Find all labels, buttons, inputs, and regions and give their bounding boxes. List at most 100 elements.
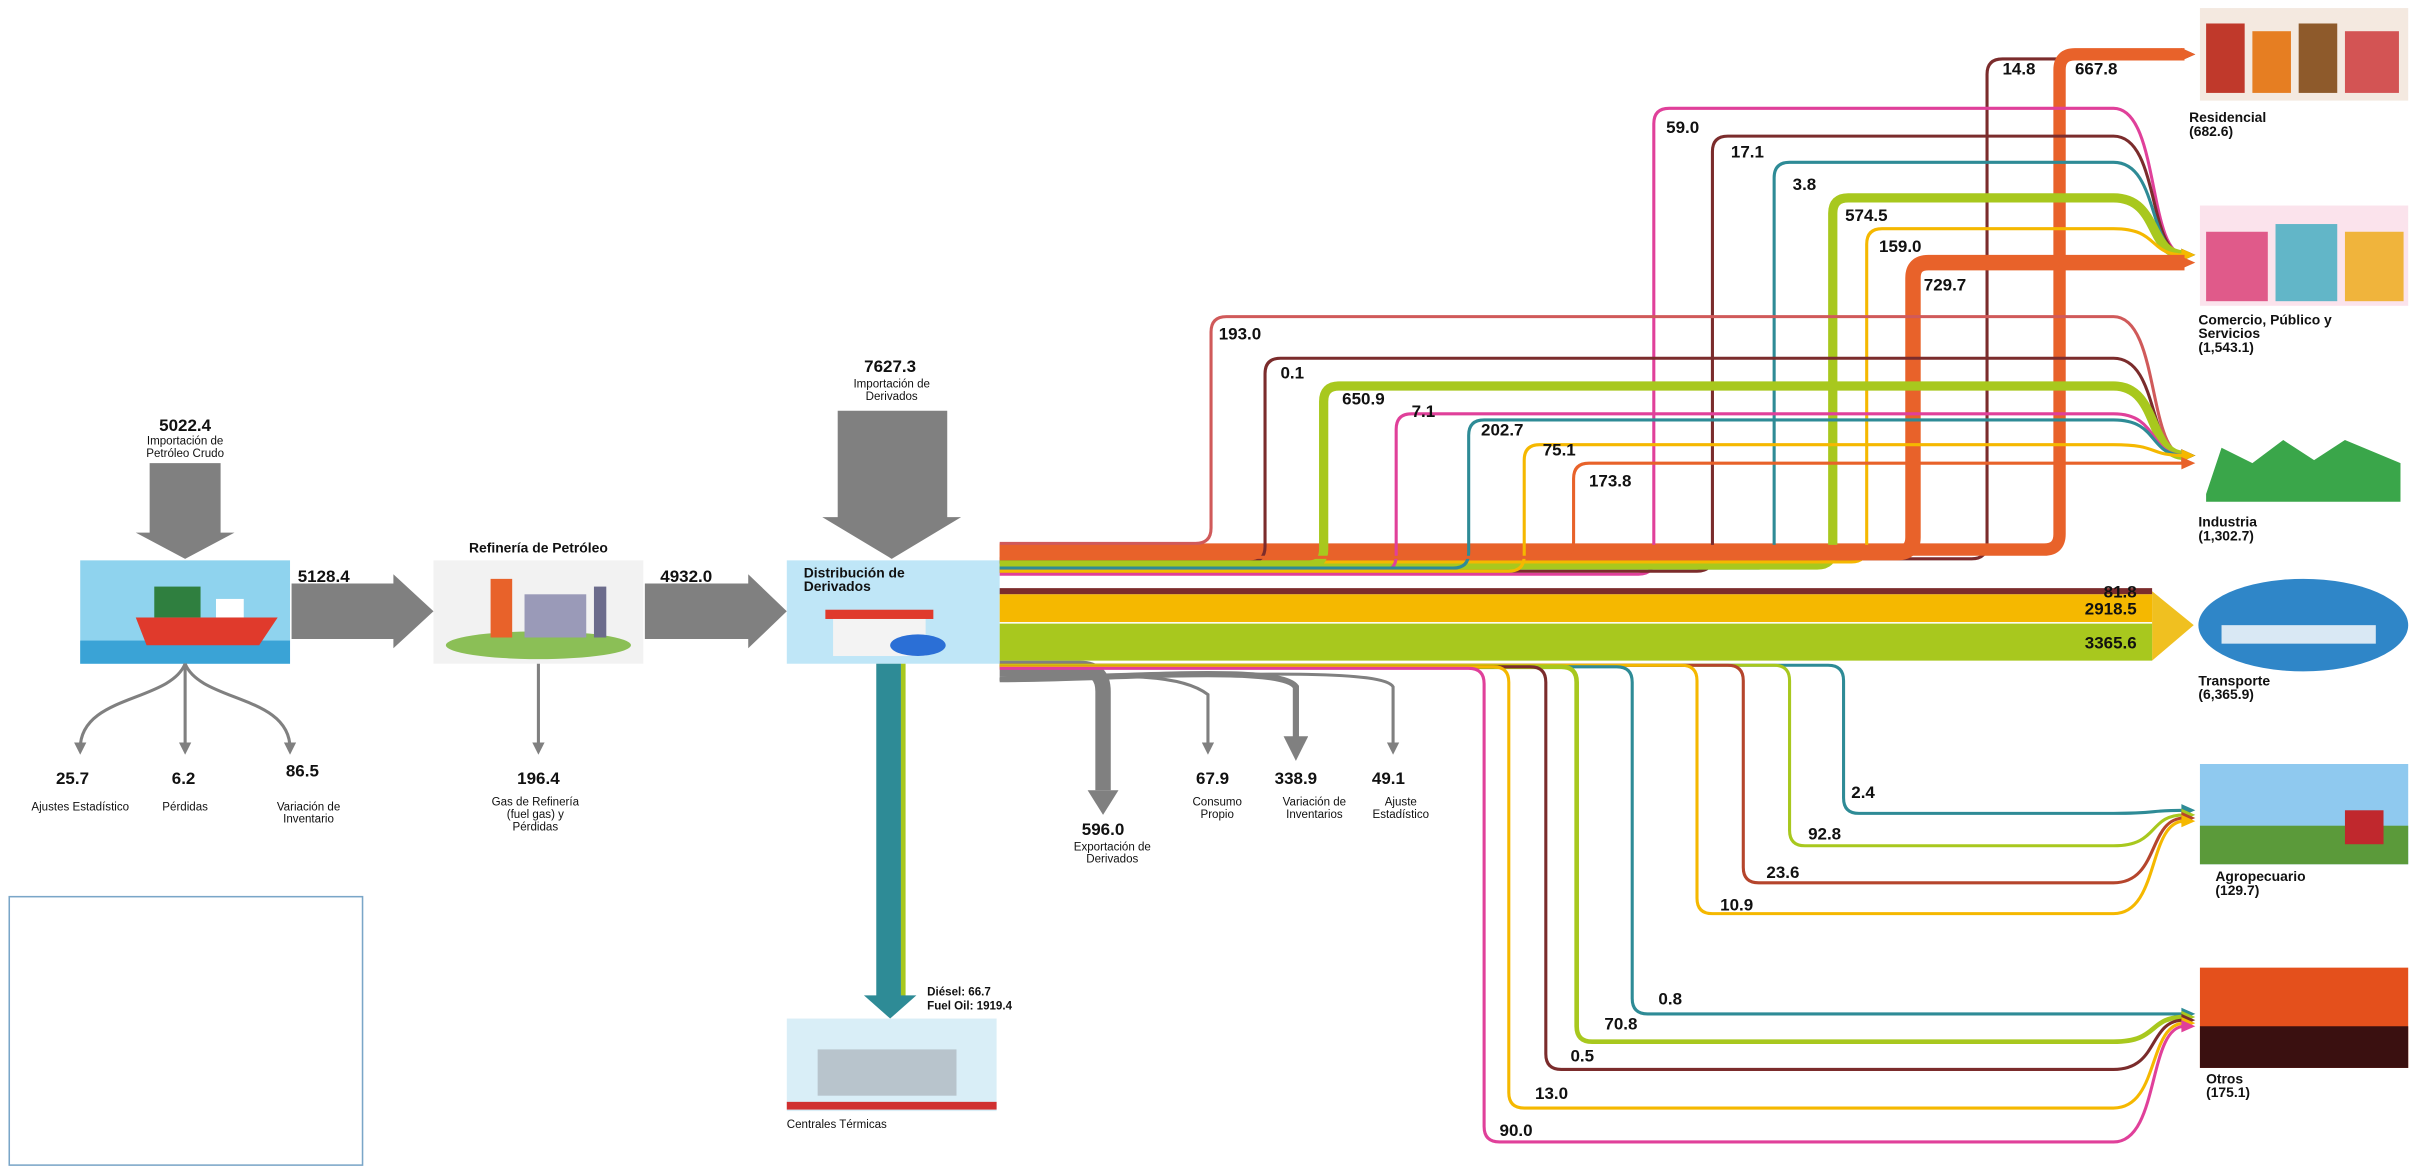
flow-value: 574.5 <box>1845 206 1887 225</box>
label: 5022.4 <box>159 416 211 435</box>
flow <box>999 663 2185 916</box>
flow-value: 75.1 <box>1543 440 1576 459</box>
flow <box>999 663 2185 815</box>
sector-total: (1,302.7) <box>2198 527 2254 543</box>
label: 338.9 <box>1275 769 1317 788</box>
flows <box>999 48 2196 1144</box>
label: 6.2 <box>172 769 196 788</box>
flow-value: 59.0 <box>1666 118 1699 137</box>
flow-value: 14.8 <box>2002 59 2035 78</box>
label-line: Importación de <box>147 436 223 448</box>
label-line: Pérdidas <box>513 821 559 833</box>
flow-arrow <box>2181 814 2196 828</box>
export-flow <box>999 660 1111 791</box>
label-line: (fuel gas) y <box>507 809 564 821</box>
flow-value: 81.8 <box>2104 582 2137 601</box>
transport-arrow <box>2152 591 2194 661</box>
loss-arrows <box>74 663 1400 761</box>
flow-value: 90.0 <box>1500 1121 1533 1140</box>
flow-value: 650.9 <box>1342 390 1384 409</box>
flow-arrow <box>2181 256 2196 269</box>
distribution-picture <box>786 560 1000 664</box>
flow <box>999 254 2185 561</box>
flow-value: 3365.6 <box>2085 633 2137 652</box>
label: 196.4 <box>517 769 560 788</box>
flow <box>999 227 2185 564</box>
label-line: Pérdidas <box>162 801 208 813</box>
node-title: Refinería de Petróleo <box>469 540 608 556</box>
label-line: Derivados <box>804 578 871 594</box>
label-line: Variación de <box>277 801 340 813</box>
flow <box>999 48 2185 556</box>
flow <box>999 665 2185 1110</box>
power-input: Diésel: 66.7 <box>927 986 991 998</box>
flow <box>999 665 2185 1016</box>
flow <box>999 381 2186 570</box>
flow-value: 70.8 <box>1604 1014 1637 1033</box>
sector-pictures <box>2198 8 2409 1068</box>
sector-name: Industria <box>2198 513 2257 529</box>
flow <box>999 193 2186 570</box>
label-line: Centrales Térmicas <box>787 1119 887 1131</box>
label: 49.1 <box>1372 769 1405 788</box>
sector-total: (1,543.1) <box>2198 339 2254 355</box>
flow-band <box>999 588 2153 595</box>
crude-arrows <box>135 410 962 649</box>
power-plant-flow <box>876 663 901 1001</box>
export-arrow <box>1087 790 1119 815</box>
label: 4932.0 <box>660 567 712 586</box>
flow-value: 2918.5 <box>2085 599 2137 618</box>
flow-value: 0.5 <box>1570 1047 1594 1066</box>
label-line: Derivados <box>866 391 918 403</box>
power-plant-arrow <box>863 995 917 1019</box>
ship-picture <box>80 560 291 664</box>
flow-value: 193.0 <box>1219 325 1261 344</box>
flow-value: 13.0 <box>1535 1084 1568 1103</box>
flow-value: 0.1 <box>1280 363 1304 382</box>
label-line: Petróleo Crudo <box>146 448 224 460</box>
sector-name: Servicios <box>2198 325 2260 341</box>
sector-name: Residencial <box>2189 109 2266 125</box>
flow-value: 10.9 <box>1720 896 1753 915</box>
sector-name: Transporte <box>2198 672 2270 688</box>
label: 25.7 <box>56 769 89 788</box>
label-line: Ajuste <box>1385 797 1417 809</box>
flow-band <box>999 594 2153 623</box>
label-line: Inventarios <box>1286 809 1343 821</box>
flow <box>999 106 2185 576</box>
flow-arrow <box>2181 48 2196 61</box>
power-input: Fuel Oil: 1919.4 <box>927 1000 1012 1012</box>
flow-value: 202.7 <box>1481 420 1523 439</box>
power-plant-flow-diesel <box>900 663 906 1001</box>
sector-total: (129.7) <box>2215 882 2259 898</box>
flow <box>999 665 2185 1072</box>
sector-name: Otros <box>2206 1070 2243 1086</box>
flow <box>999 315 2185 545</box>
label-line: Inventario <box>283 814 334 826</box>
flow-value: 7.1 <box>1412 402 1436 421</box>
label-line: Gas de Refinería <box>492 797 580 809</box>
label-line: Estadístico <box>1373 809 1430 821</box>
flow-value: 23.6 <box>1766 863 1799 882</box>
sector-name: Agropecuario <box>2215 868 2305 884</box>
flow <box>999 666 2185 1144</box>
sector-total: (6,365.9) <box>2198 686 2254 702</box>
flow-arrow <box>2181 1020 2196 1033</box>
label-line: Ajustes Estadístico <box>31 801 129 813</box>
sector-name: Comercio, Público y <box>2198 311 2332 327</box>
flow-value: 3.8 <box>1793 175 1817 194</box>
label-line: Importación de <box>853 379 929 391</box>
label-line: Distribución de <box>804 564 905 580</box>
sector-total: (682.6) <box>2189 123 2233 139</box>
flow <box>999 461 2185 559</box>
flow-arrow <box>2181 456 2196 470</box>
label-line: Variación de <box>1283 797 1346 809</box>
flow <box>999 663 2185 885</box>
refinery-picture <box>433 560 644 664</box>
flow-value: 729.7 <box>1924 275 1966 294</box>
flow <box>999 418 2185 570</box>
flow-value: 17.1 <box>1731 143 1764 162</box>
flow-value: 0.8 <box>1658 990 1682 1009</box>
flow <box>999 160 2185 570</box>
